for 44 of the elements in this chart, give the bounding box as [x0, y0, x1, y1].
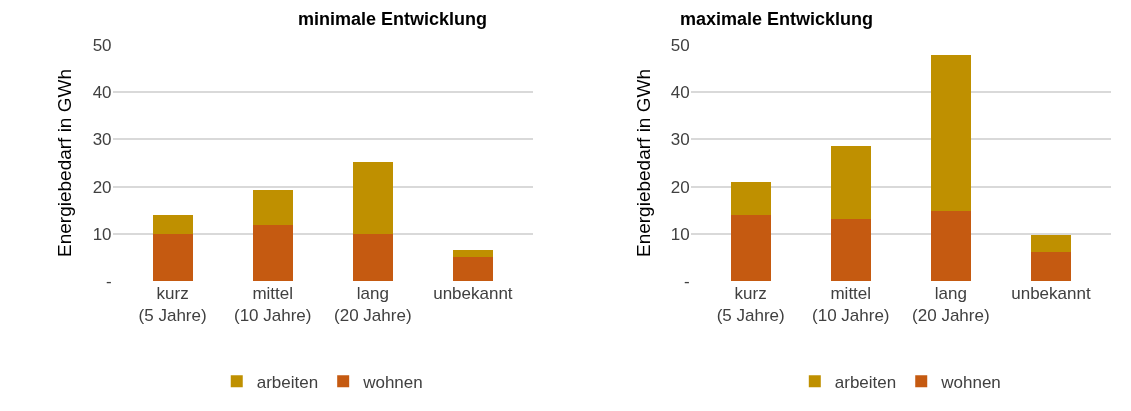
y-tick-label: 40 [92, 83, 112, 103]
chart-title: maximale Entwicklung [680, 9, 874, 29]
legend-label: arbeiten [834, 372, 897, 392]
legend-label: wohnen [940, 372, 1001, 392]
x-tick-label: kurz (5 Jahre) [716, 284, 785, 326]
bar [352, 233, 393, 281]
legend-label: arbeiten [256, 372, 319, 392]
y-tick-label: 20 [670, 177, 690, 197]
y-tick-label: 10 [92, 224, 112, 244]
y-tick-label: 10 [670, 224, 690, 244]
y-tick-label: 40 [670, 83, 690, 103]
legend-label: wohnen [362, 372, 423, 392]
bar [352, 162, 393, 234]
y-tick-label: 20 [92, 177, 112, 197]
bar [152, 215, 193, 234]
chart-title: minimale Entwicklung [298, 9, 488, 29]
bar [830, 146, 871, 220]
y-axis-title: Energiebedarf in GWh [54, 69, 76, 257]
x-tick-label: lang (20 Jahre) [912, 284, 990, 326]
x-tick-label: lang (20 Jahre) [334, 284, 412, 326]
x-tick-label: mittel (10 Jahre) [812, 284, 890, 326]
bar [930, 211, 971, 281]
bar [930, 55, 971, 212]
bar [730, 181, 771, 216]
bar [730, 215, 771, 281]
y-axis-title: Energiebedarf in GWh [632, 69, 654, 257]
x-tick-label: unbekannt [1011, 284, 1091, 303]
y-tick-label: - [105, 271, 112, 291]
y-tick-label: 50 [670, 35, 690, 55]
x-tick-label: kurz (5 Jahre) [138, 284, 207, 326]
x-tick-label: unbekannt [433, 284, 513, 303]
y-tick-label: 30 [670, 130, 690, 150]
bar [252, 190, 293, 226]
x-tick-label: mittel (10 Jahre) [233, 284, 312, 326]
bar [1030, 251, 1071, 281]
bar [452, 250, 493, 258]
bar [152, 233, 193, 281]
y-tick-label: 50 [92, 35, 112, 55]
bar [830, 219, 871, 281]
y-tick-label: 30 [92, 130, 112, 150]
bar [1030, 235, 1071, 252]
y-tick-label: - [683, 271, 690, 291]
bar [452, 257, 493, 281]
bar [252, 225, 293, 281]
